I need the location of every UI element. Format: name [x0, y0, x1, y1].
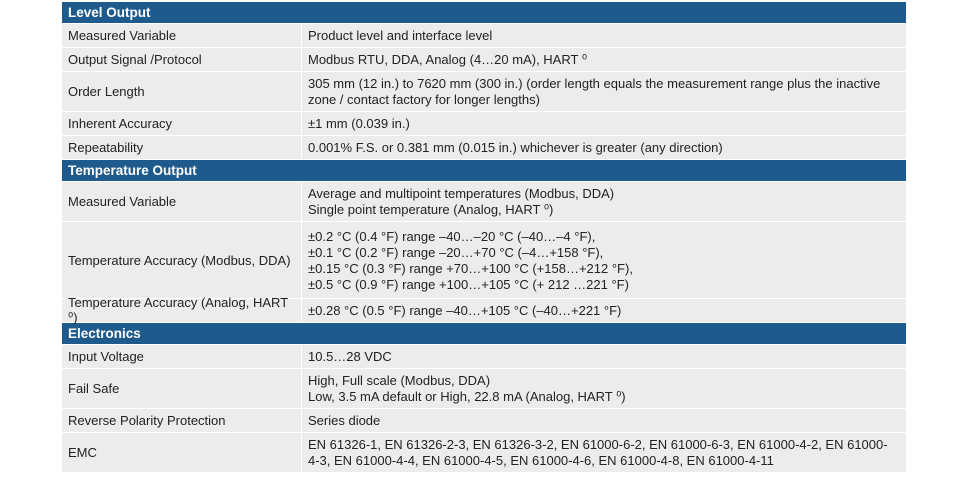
- spec-value-line: ±0.2 °C (0.4 °F) range –40…–20 °C (–40…–…: [308, 228, 596, 244]
- spec-row: Input Voltage 10.5…28 VDC: [62, 345, 906, 369]
- spec-value-line: 305 mm (12 in.) to 7620 mm (300 in.) (or…: [308, 76, 881, 91]
- spec-value: Modbus RTU, DDA, Analog (4…20 mA), HART …: [302, 48, 906, 71]
- spec-value-line: Series diode: [308, 413, 381, 428]
- spec-value: Series diode: [302, 409, 906, 432]
- spec-label: Temperature Accuracy (Modbus, DDA): [62, 222, 302, 298]
- spec-value: Product level and interface level: [302, 24, 906, 47]
- spec-label: Measured Variable: [62, 24, 302, 47]
- spec-row: Output Signal /Protocol Modbus RTU, DDA, …: [62, 48, 906, 72]
- spec-value-line: Single point temperature (Analog, HART ⁰…: [308, 202, 554, 217]
- spec-value-line: Product level and interface level: [308, 28, 493, 43]
- section-header: Electronics: [62, 323, 906, 345]
- spec-value-line: ±0.1 °C (0.2 °F) range –20…+70 °C (–4…+1…: [308, 244, 604, 260]
- spec-label: Input Voltage: [62, 345, 302, 368]
- spec-label: Inherent Accuracy: [62, 112, 302, 135]
- spec-value-line: Low, 3.5 mA default or High, 22.8 mA (An…: [308, 389, 626, 404]
- spec-row: Inherent Accuracy ±1 mm (0.039 in.): [62, 112, 906, 136]
- spec-row: Order Length 305 mm (12 in.) to 7620 mm (…: [62, 72, 906, 112]
- spec-value-line: 10.5…28 VDC: [308, 349, 392, 364]
- spec-row: Measured Variable Average and multipoint …: [62, 182, 906, 222]
- spec-value-line: EN 61326-1, EN 61326-2-3, EN 61326-3-2, …: [308, 437, 888, 452]
- spec-value: ±1 mm (0.039 in.): [302, 112, 906, 135]
- spec-value-line: Modbus RTU, DDA, Analog (4…20 mA), HART …: [308, 52, 588, 67]
- spec-value: 305 mm (12 in.) to 7620 mm (300 in.) (or…: [302, 72, 906, 111]
- spec-value: 0.001% F.S. or 0.381 mm (0.015 in.) whic…: [302, 136, 906, 159]
- spec-value-line: ±0.28 °C (0.5 °F) range –40…+105 °C (–40…: [308, 303, 622, 318]
- spec-value: Average and multipoint temperatures (Mod…: [302, 182, 906, 221]
- spec-value-line: ±1 mm (0.039 in.): [308, 116, 410, 131]
- spec-label: EMC: [62, 433, 302, 472]
- spec-value-line: zone / contact factory for longer length…: [308, 92, 540, 107]
- spec-value-line: High, Full scale (Modbus, DDA): [308, 373, 491, 388]
- section-header: Level Output: [62, 2, 906, 24]
- spec-row: Temperature Accuracy (Modbus, DDA) ±0.2 °…: [62, 222, 906, 299]
- spec-label: Reverse Polarity Protection: [62, 409, 302, 432]
- spec-label: Repeatability: [62, 136, 302, 159]
- spec-row: EMC EN 61326-1, EN 61326-2-3, EN 61326-3-…: [62, 433, 906, 473]
- spec-value-line: Average and multipoint temperatures (Mod…: [308, 186, 615, 201]
- spec-value-line: 4-3, EN 61000-4-4, EN 61000-4-5, EN 6100…: [308, 453, 774, 468]
- spec-label: Measured Variable: [62, 182, 302, 221]
- spec-value: ±0.28 °C (0.5 °F) range –40…+105 °C (–40…: [302, 299, 906, 322]
- spec-row: Temperature Accuracy (Analog, HART ⁰) ±0.…: [62, 295, 906, 325]
- spec-row: Reverse Polarity Protection Series diode: [62, 409, 906, 433]
- spec-row: Fail Safe High, Full scale (Modbus, DDA) L…: [62, 369, 906, 409]
- spec-value: 10.5…28 VDC: [302, 345, 906, 368]
- spec-label: Order Length: [62, 72, 302, 111]
- spec-table: Level Output Measured Variable Product lev…: [62, 2, 906, 473]
- spec-label: Output Signal /Protocol: [62, 48, 302, 71]
- spec-label: Temperature Accuracy (Analog, HART ⁰): [62, 295, 302, 325]
- spec-value-line: ±0.5 °C (0.9 °F) range +100…+105 °C (+ 2…: [308, 276, 629, 292]
- spec-value: EN 61326-1, EN 61326-2-3, EN 61326-3-2, …: [302, 433, 906, 472]
- section-header: Temperature Output: [62, 160, 906, 182]
- spec-value-line: 0.001% F.S. or 0.381 mm (0.015 in.) whic…: [308, 140, 723, 155]
- spec-row: Measured Variable Product level and inter…: [62, 24, 906, 48]
- spec-label: Fail Safe: [62, 369, 302, 408]
- spec-value: ±0.2 °C (0.4 °F) range –40…–20 °C (–40…–…: [302, 222, 906, 298]
- spec-value: High, Full scale (Modbus, DDA) Low, 3.5 m…: [302, 369, 906, 408]
- spec-value-line: ±0.15 °C (0.3 °F) range +70…+100 °C (+15…: [308, 260, 633, 276]
- spec-row: Repeatability 0.001% F.S. or 0.381 mm (0.…: [62, 136, 906, 160]
